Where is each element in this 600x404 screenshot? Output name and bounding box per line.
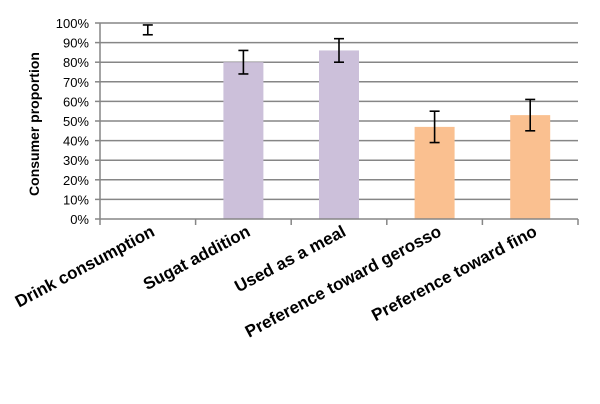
bar — [223, 62, 264, 220]
y-tick-label: 30% — [63, 153, 89, 168]
y-tick-label: 20% — [63, 173, 89, 188]
y-tick-label: 100% — [56, 16, 90, 31]
bar — [319, 50, 359, 219]
bars — [223, 50, 551, 220]
bar — [510, 115, 551, 219]
y-tick-label: 0% — [70, 212, 89, 227]
error-bars — [142, 24, 536, 144]
category-label: Drink consumption — [12, 222, 158, 312]
category-label: Preference toward fino — [369, 222, 541, 325]
y-tick-label: 10% — [63, 192, 89, 207]
y-tick-label: 50% — [63, 114, 89, 129]
y-tick-label: 40% — [63, 134, 89, 149]
y-tick-label: 80% — [63, 55, 89, 70]
y-tick-label: 60% — [63, 94, 89, 109]
y-tick-label: 70% — [63, 75, 89, 90]
y-tick-labels: 0% 10% 20% 30% 40% 50% 60% 70% 80% 90% 100% — [56, 16, 90, 227]
axes — [95, 22, 579, 225]
y-axis-title: Consumer proportion — [26, 52, 42, 196]
y-tick-label: 90% — [63, 36, 89, 51]
